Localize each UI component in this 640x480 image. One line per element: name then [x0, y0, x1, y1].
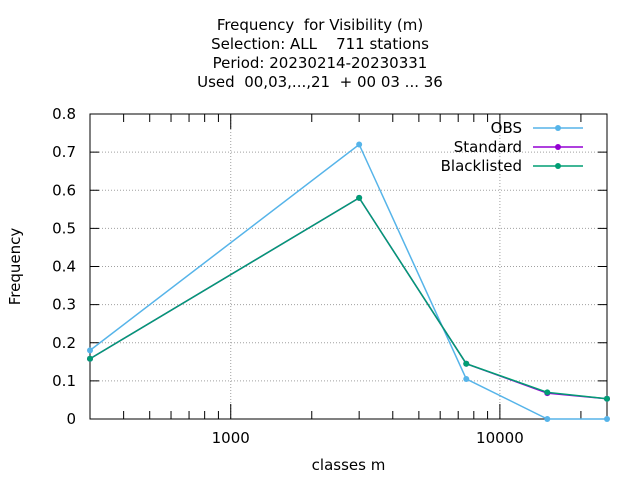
legend-marker-obs — [555, 125, 561, 131]
chart-title-line-2: Selection: ALL 711 stations — [211, 35, 429, 53]
series-line-obs — [89, 143, 607, 420]
chart-title-line-4: Used 00,03,...,21 + 00 03 ... 36 — [197, 73, 443, 91]
y-tick-label: 0.5 — [52, 219, 76, 237]
y-tick-label: 0 — [66, 410, 76, 428]
y-axis-label: Frequency — [6, 228, 24, 306]
data-point-obs — [544, 416, 551, 422]
x-axis-label: classes m — [312, 456, 386, 474]
series-group — [87, 141, 610, 422]
axis-ticks: 0 0.1 0.2 0.3 0.4 0.5 0.6 0.7 0.8 1000 10000 — [52, 105, 607, 447]
y-tick-label: 0.3 — [52, 296, 76, 314]
data-point-obs — [604, 416, 610, 422]
y-tick-label: 0.1 — [52, 372, 76, 390]
legend-marker-standard — [555, 144, 561, 150]
data-point-obs — [356, 141, 363, 148]
legend-label-standard: Standard — [454, 138, 522, 156]
legend-marker-blacklisted — [555, 163, 561, 169]
x-tick-label: 10000 — [476, 429, 524, 447]
x-tick-label: 1000 — [212, 429, 250, 447]
grid — [90, 114, 607, 419]
y-tick-label: 0.4 — [52, 258, 76, 276]
chart-title-line-1: Frequency for Visibility (m) — [216, 16, 424, 34]
data-point-blacklisted — [87, 355, 93, 362]
legend-label-obs: OBS — [491, 119, 522, 137]
y-tick-label: 0.6 — [52, 181, 76, 199]
y-tick-label: 0.8 — [52, 105, 76, 123]
data-point-obs — [87, 347, 93, 354]
data-point-blacklisted — [604, 395, 610, 402]
legend-label-blacklisted: Blacklisted — [441, 157, 522, 175]
data-point-blacklisted — [356, 194, 363, 201]
data-point-obs — [463, 375, 470, 382]
y-tick-label: 0.7 — [52, 143, 76, 161]
y-tick-label: 0.2 — [52, 334, 76, 352]
data-point-blacklisted — [544, 389, 551, 396]
data-point-blacklisted — [463, 360, 470, 367]
chart-title-line-3: Period: 20230214-20230331 — [212, 54, 428, 72]
